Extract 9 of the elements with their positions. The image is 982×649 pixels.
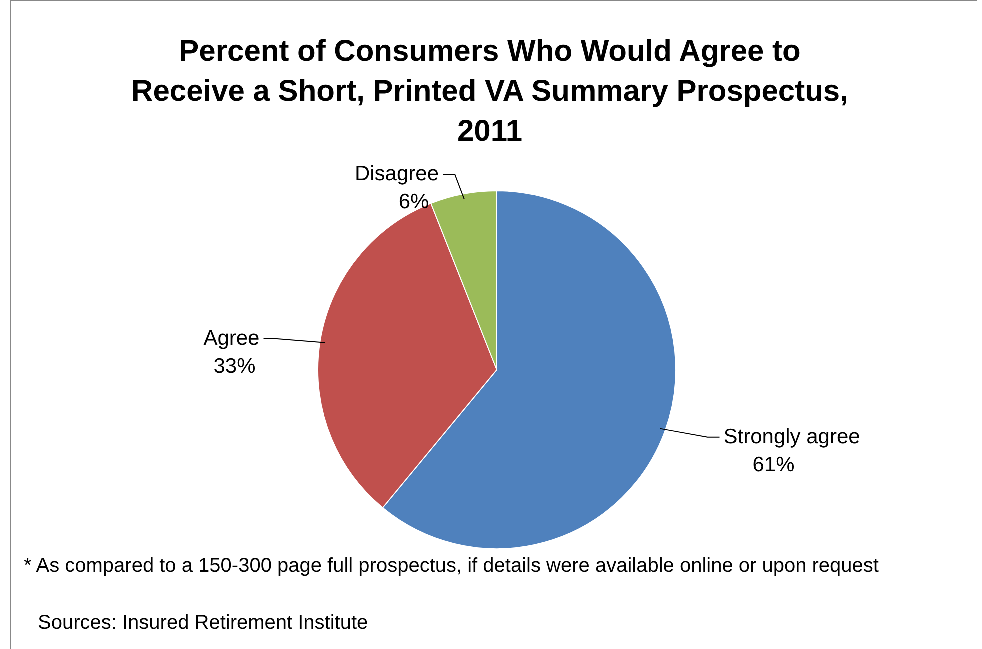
data-label: 61% [752,453,795,476]
chart-title: Percent of Consumers Who Would Agree to Receive a Short, Printed VA Summary Prospectus, 2011 [130,34,850,150]
slice-label: Strongly agree [724,425,860,448]
source-note: Sources: Insured Retirement Institute [38,612,368,635]
slice-label: Disagree [354,162,440,186]
data-label: 33% [214,354,256,378]
slice-label: Agree [204,326,260,350]
data-label: 6% [398,190,430,214]
text: * As compared to a 150-300 page full prospectus, if details were available online or upon request [24,555,879,578]
